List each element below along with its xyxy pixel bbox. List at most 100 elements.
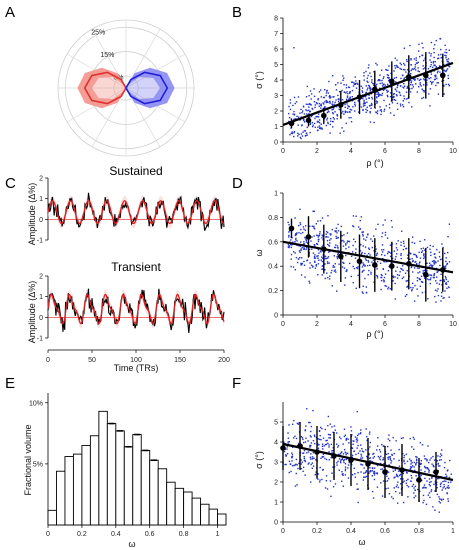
scatter-point	[294, 233, 297, 235]
scatter-point	[291, 452, 293, 454]
scatter-point	[345, 439, 348, 441]
scatter-point	[303, 260, 305, 263]
scatter-point	[319, 479, 321, 481]
scatter-point	[415, 456, 417, 458]
scatter-point	[447, 286, 450, 288]
scatter-point	[312, 265, 314, 267]
scatter-point	[395, 247, 398, 249]
scatter-point	[309, 458, 312, 460]
scatter-point	[391, 453, 393, 456]
scatter-point	[396, 94, 398, 97]
scatter-point	[393, 98, 396, 101]
scatter-point	[440, 454, 443, 457]
scatter-point	[366, 101, 368, 103]
scatter-point	[366, 89, 368, 91]
scatter-point	[437, 294, 440, 297]
scatter-point	[415, 464, 417, 466]
scatter-point	[311, 236, 313, 238]
scatter-point	[371, 246, 374, 249]
scatter-point	[326, 117, 329, 119]
scatter-point	[339, 132, 341, 134]
scatter-point	[433, 51, 435, 54]
scatter-point	[293, 113, 296, 116]
scatter-point	[383, 462, 385, 465]
scatter-point	[340, 437, 342, 440]
scatter-point	[323, 103, 325, 105]
y-tick-label: 0.6	[268, 239, 278, 246]
scatter-point	[306, 452, 308, 454]
scatter-point	[302, 438, 304, 441]
scatter-point	[430, 480, 432, 483]
scatter-point	[357, 266, 359, 268]
scatter-point	[389, 255, 392, 258]
scatter-point	[445, 48, 447, 51]
histogram-bar	[174, 487, 185, 526]
scatter-point	[363, 72, 365, 74]
scatter-point	[361, 464, 364, 466]
scatter-point	[387, 438, 390, 440]
scatter-point	[396, 273, 399, 276]
y-tick-label: 5	[274, 420, 278, 427]
scatter-point	[371, 79, 373, 81]
scatter-point	[388, 251, 391, 253]
x-tick-label: 0.8	[179, 531, 189, 538]
scatter-point	[306, 259, 308, 262]
scatter-point	[320, 123, 322, 125]
scatter-point	[397, 475, 399, 478]
scatter-point	[410, 463, 412, 465]
scatter-point	[340, 240, 343, 242]
scatter-point	[381, 244, 384, 246]
scatter-point	[298, 250, 301, 252]
scatter-point	[373, 467, 376, 469]
scatter-point	[447, 83, 450, 86]
scatter-point	[334, 230, 336, 232]
scatter-point	[402, 62, 405, 65]
scatter-point	[362, 451, 365, 453]
scatter-point	[396, 59, 398, 61]
binned-mean-point	[382, 469, 388, 475]
scatter-point	[411, 465, 414, 467]
histogram-bar	[106, 423, 117, 526]
scatter-point	[386, 76, 389, 79]
scatter-point	[409, 468, 412, 471]
scatter-point	[328, 437, 330, 439]
scatter-point	[345, 111, 347, 113]
scatter-point	[314, 435, 316, 438]
scatter-point	[288, 120, 290, 123]
scatter-point	[325, 439, 327, 442]
scatter-point	[360, 106, 363, 108]
scatter-point	[356, 447, 358, 449]
scatter-point	[446, 263, 448, 266]
scatter-point	[350, 275, 353, 278]
scatter-point	[400, 437, 403, 440]
scatter-point	[399, 478, 402, 480]
x-tick-label: 0	[281, 321, 285, 328]
scatter-point	[331, 450, 333, 452]
scatter-point	[436, 477, 439, 480]
scatter-point	[435, 257, 437, 259]
scatter-point	[376, 486, 379, 488]
scatter-point	[303, 247, 305, 249]
scatter-point	[434, 78, 437, 80]
scatter-point	[395, 475, 398, 477]
scatter-point	[378, 94, 380, 97]
scatter-point	[287, 244, 290, 246]
scatter-point	[353, 450, 356, 452]
scatter-point	[310, 453, 312, 455]
panel-letter-a: A	[5, 4, 15, 21]
scatter-point	[435, 280, 437, 282]
scatter-point	[355, 438, 358, 441]
scatter-point	[345, 122, 347, 125]
scatter-point	[336, 115, 339, 117]
scatter-point	[330, 238, 332, 240]
scatter-point	[394, 57, 396, 59]
scatter-point	[363, 263, 365, 266]
scatter-point	[356, 434, 359, 437]
scatter-point	[294, 217, 296, 219]
scatter-point	[335, 271, 337, 273]
scatter-point	[390, 462, 392, 464]
scatter-point	[335, 105, 338, 108]
scatter-point	[325, 99, 327, 102]
x-tick-label: 0.4	[111, 531, 121, 538]
scatter-point	[403, 480, 405, 482]
